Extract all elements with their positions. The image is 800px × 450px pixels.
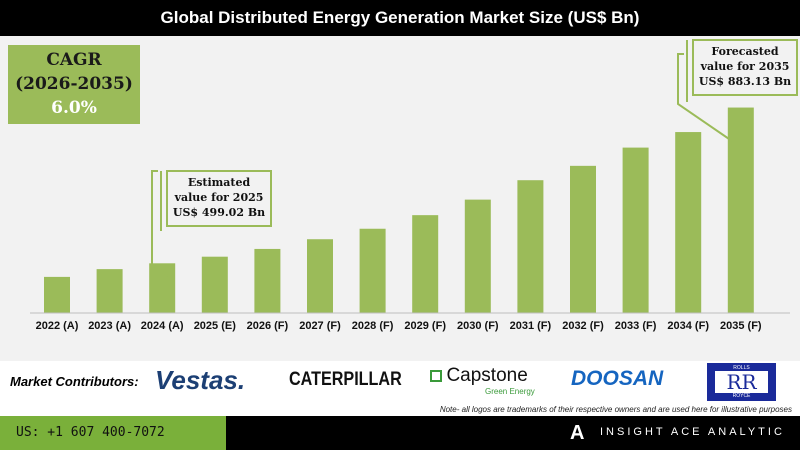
- bar-2034-f-: [675, 132, 702, 313]
- x-tick-label: 2029 (F): [404, 320, 446, 332]
- rolls-royce-bottom: ROYCE: [732, 393, 751, 399]
- bar-2027-f-: [307, 239, 333, 313]
- bar-2028-f-: [359, 228, 386, 313]
- capstone-mark-icon: [430, 370, 442, 382]
- callout-line: Estimated: [187, 176, 251, 189]
- estimated-callout-pointer: [151, 170, 169, 277]
- x-tick-label: 2034 (F): [667, 320, 709, 332]
- callout-line: value for 2025: [174, 191, 264, 204]
- bar-2030-f-: [464, 199, 491, 313]
- x-tick-label: 2026 (F): [247, 320, 289, 332]
- capstone-tagline: Green Energy: [485, 387, 535, 397]
- callout-line: US$ 883.13 Bn: [698, 75, 792, 88]
- capstone-name: Capstone: [446, 365, 528, 386]
- callout-line: US$ 499.02 Bn: [172, 206, 266, 219]
- bar-2032-f-: [570, 165, 596, 313]
- caterpillar-logo: CATERPILLAR: [289, 369, 402, 390]
- doosan-logo: DOOSAN: [571, 367, 664, 390]
- bar-chart: 2022 (A) 2023 (A) 2024 (A) 2025 (E) 2026 (F)…: [30, 40, 790, 332]
- rolls-royce-logo: ROLLS RR ROYCE: [707, 363, 776, 401]
- trademark-note: Note- all logos are trademarks of their …: [439, 405, 792, 414]
- chart-title: Global Distributed Energy Generation Mar…: [0, 0, 800, 36]
- bar-2026-f-: [254, 248, 281, 313]
- x-tick-label: 2028 (F): [352, 320, 394, 332]
- cagr-period: (2026-2035): [15, 74, 133, 94]
- bar-2035-f-: [727, 107, 754, 313]
- cagr-label: CAGR: [46, 50, 102, 70]
- bar-2025-e-: [201, 256, 228, 313]
- brand-logo-icon: A: [570, 422, 585, 444]
- vestas-logo: Vestas.: [155, 365, 246, 395]
- callout-line: value for 2035: [700, 60, 790, 73]
- cagr-value: 6.0%: [51, 98, 97, 118]
- cagr-box: CAGR (2026-2035) 6.0%: [8, 45, 140, 124]
- x-tick-label: 2022 (A): [36, 320, 79, 332]
- phone-number[interactable]: US: +1 607 400-7072: [0, 416, 226, 450]
- x-tick-label: 2030 (F): [457, 320, 499, 332]
- x-tick-label: 2033 (F): [615, 320, 657, 332]
- rolls-royce-monogram: RR: [715, 371, 768, 393]
- forecast-callout-pointer: [677, 53, 733, 142]
- x-tick-label: 2032 (F): [562, 320, 604, 332]
- bar-2031-f-: [517, 180, 544, 313]
- callout-line: Forecasted: [711, 45, 779, 58]
- brand-name: INSIGHT ACE ANALYTIC: [600, 426, 785, 438]
- bar-2033-f-: [622, 147, 649, 313]
- x-tick-label: 2035 (F): [720, 320, 762, 332]
- x-tick-label: 2024 (A): [141, 320, 184, 332]
- forecast-callout: Forecasted value for 2035 US$ 883.13 Bn: [692, 39, 798, 96]
- x-tick-label: 2027 (F): [299, 320, 341, 332]
- bar-2022-a-: [44, 276, 70, 313]
- capstone-logo: Capstone Green Energy: [430, 365, 535, 397]
- x-tick-label: 2023 (A): [88, 320, 131, 332]
- estimated-callout: Estimated value for 2025 US$ 499.02 Bn: [166, 170, 272, 227]
- x-tick-label: 2031 (F): [510, 320, 552, 332]
- brand-footer: A INSIGHT ACE ANALYTIC: [226, 416, 800, 450]
- bar-2023-a-: [96, 269, 123, 313]
- rolls-royce-top: ROLLS: [733, 365, 750, 371]
- x-tick-label: 2025 (E): [194, 320, 237, 332]
- contributors-label: Market Contributors:: [10, 374, 139, 389]
- contributors-bar: Market Contributors: Vestas. CATERPILLAR…: [0, 361, 800, 416]
- bar-2029-f-: [412, 215, 439, 313]
